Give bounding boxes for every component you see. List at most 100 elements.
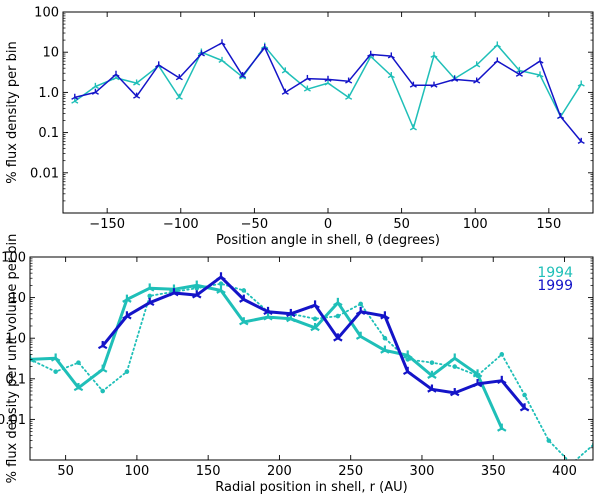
x-tick-label: 150 bbox=[536, 217, 561, 232]
data-point bbox=[452, 364, 458, 369]
data-point bbox=[387, 52, 395, 59]
x-tick-label: 50 bbox=[393, 217, 410, 232]
axes-frame bbox=[62, 11, 594, 214]
data-point bbox=[427, 384, 437, 393]
y-tick-label: 10 bbox=[9, 291, 26, 306]
data-point bbox=[546, 438, 552, 443]
data-point bbox=[53, 369, 58, 374]
data-point bbox=[197, 50, 205, 57]
data-point bbox=[281, 67, 289, 74]
data-point bbox=[430, 51, 438, 58]
data-point bbox=[382, 335, 388, 341]
x-tick-label: 350 bbox=[481, 464, 506, 479]
series-line bbox=[74, 42, 582, 143]
data-point bbox=[76, 360, 81, 365]
x-axis-label: Radial position in shell, r (AU) bbox=[215, 480, 407, 495]
data-point bbox=[263, 306, 273, 316]
data-point bbox=[345, 93, 353, 100]
data-point bbox=[91, 82, 99, 89]
data-point bbox=[175, 93, 183, 100]
axes-frame bbox=[29, 256, 594, 461]
data-point bbox=[312, 316, 318, 322]
data-point bbox=[367, 50, 375, 57]
data-point bbox=[358, 301, 363, 307]
plot-area bbox=[30, 272, 593, 460]
data-point bbox=[577, 137, 585, 144]
data-point bbox=[281, 88, 289, 95]
data-point bbox=[536, 71, 544, 78]
data-point bbox=[450, 353, 460, 362]
data-point bbox=[310, 300, 320, 309]
x-axis: −150 −100 −50 0 50 100 150 bbox=[89, 12, 561, 232]
series-line bbox=[30, 282, 593, 460]
data-point bbox=[261, 43, 269, 51]
data-point bbox=[122, 294, 132, 303]
data-point bbox=[192, 290, 202, 299]
data-point bbox=[497, 423, 507, 432]
data-point bbox=[405, 357, 411, 362]
data-point bbox=[147, 293, 153, 299]
x-tick-label: 100 bbox=[463, 217, 488, 232]
bottom-panel: 0.01 0.1 1.0 10 100 50 100 150 200 250 300 350 400 Ra… bbox=[0, 234, 594, 495]
data-point bbox=[241, 288, 247, 293]
data-point bbox=[409, 81, 417, 88]
y-axis-label: % flux density per unit volume per bin bbox=[5, 234, 20, 484]
data-point bbox=[387, 72, 395, 79]
data-point bbox=[473, 61, 481, 68]
data-point bbox=[519, 403, 530, 412]
data-point bbox=[175, 74, 183, 81]
data-point bbox=[355, 306, 366, 316]
data-point bbox=[324, 75, 332, 82]
data-point bbox=[577, 80, 585, 87]
y-tick-label: 0.1 bbox=[38, 126, 59, 141]
x-axis-label: Position angle in shell, θ (degrees) bbox=[216, 233, 440, 248]
data-point bbox=[218, 39, 226, 46]
data-point bbox=[497, 375, 507, 385]
y-tick-label: 1.0 bbox=[38, 86, 59, 101]
data-point bbox=[402, 366, 413, 376]
data-point bbox=[409, 124, 417, 131]
data-point bbox=[218, 281, 224, 286]
data-point bbox=[333, 297, 343, 307]
data-point bbox=[133, 92, 141, 99]
data-point bbox=[310, 323, 320, 332]
data-point bbox=[380, 345, 390, 354]
data-point bbox=[303, 85, 311, 92]
series-1994 bbox=[71, 41, 585, 131]
data-point bbox=[73, 382, 84, 392]
data-point bbox=[499, 352, 505, 357]
y-tick-label: 1.0 bbox=[5, 332, 26, 347]
data-point bbox=[536, 57, 544, 64]
data-point bbox=[218, 56, 226, 63]
series-line bbox=[101, 275, 527, 410]
data-point bbox=[450, 388, 460, 397]
x-axis: 50 100 150 200 250 300 350 400 bbox=[57, 257, 577, 479]
y-axis: 0.01 0.1 1.0 10 100 bbox=[0, 251, 593, 449]
data-point bbox=[100, 388, 105, 394]
data-point bbox=[239, 72, 247, 79]
data-point bbox=[133, 79, 141, 86]
data-point bbox=[122, 311, 132, 320]
x-tick-label: 0 bbox=[324, 217, 332, 232]
data-point bbox=[124, 369, 130, 374]
series-1994-dotted- bbox=[30, 281, 593, 460]
data-point bbox=[144, 297, 155, 307]
data-point bbox=[303, 74, 311, 82]
data-point bbox=[493, 57, 501, 64]
series-line bbox=[74, 44, 582, 129]
data-point bbox=[557, 112, 565, 120]
data-point bbox=[169, 288, 179, 297]
data-point bbox=[286, 308, 296, 318]
data-point bbox=[216, 272, 226, 281]
x-tick-label: −100 bbox=[163, 217, 199, 232]
data-point bbox=[522, 392, 527, 398]
y-tick-label: 100 bbox=[1, 251, 26, 266]
data-point bbox=[71, 93, 79, 100]
legend-entry-1994: 1994 bbox=[537, 265, 573, 281]
data-point bbox=[239, 317, 249, 326]
data-point bbox=[515, 70, 523, 77]
data-point bbox=[380, 311, 390, 320]
y-tick-label: 0.01 bbox=[30, 166, 59, 181]
